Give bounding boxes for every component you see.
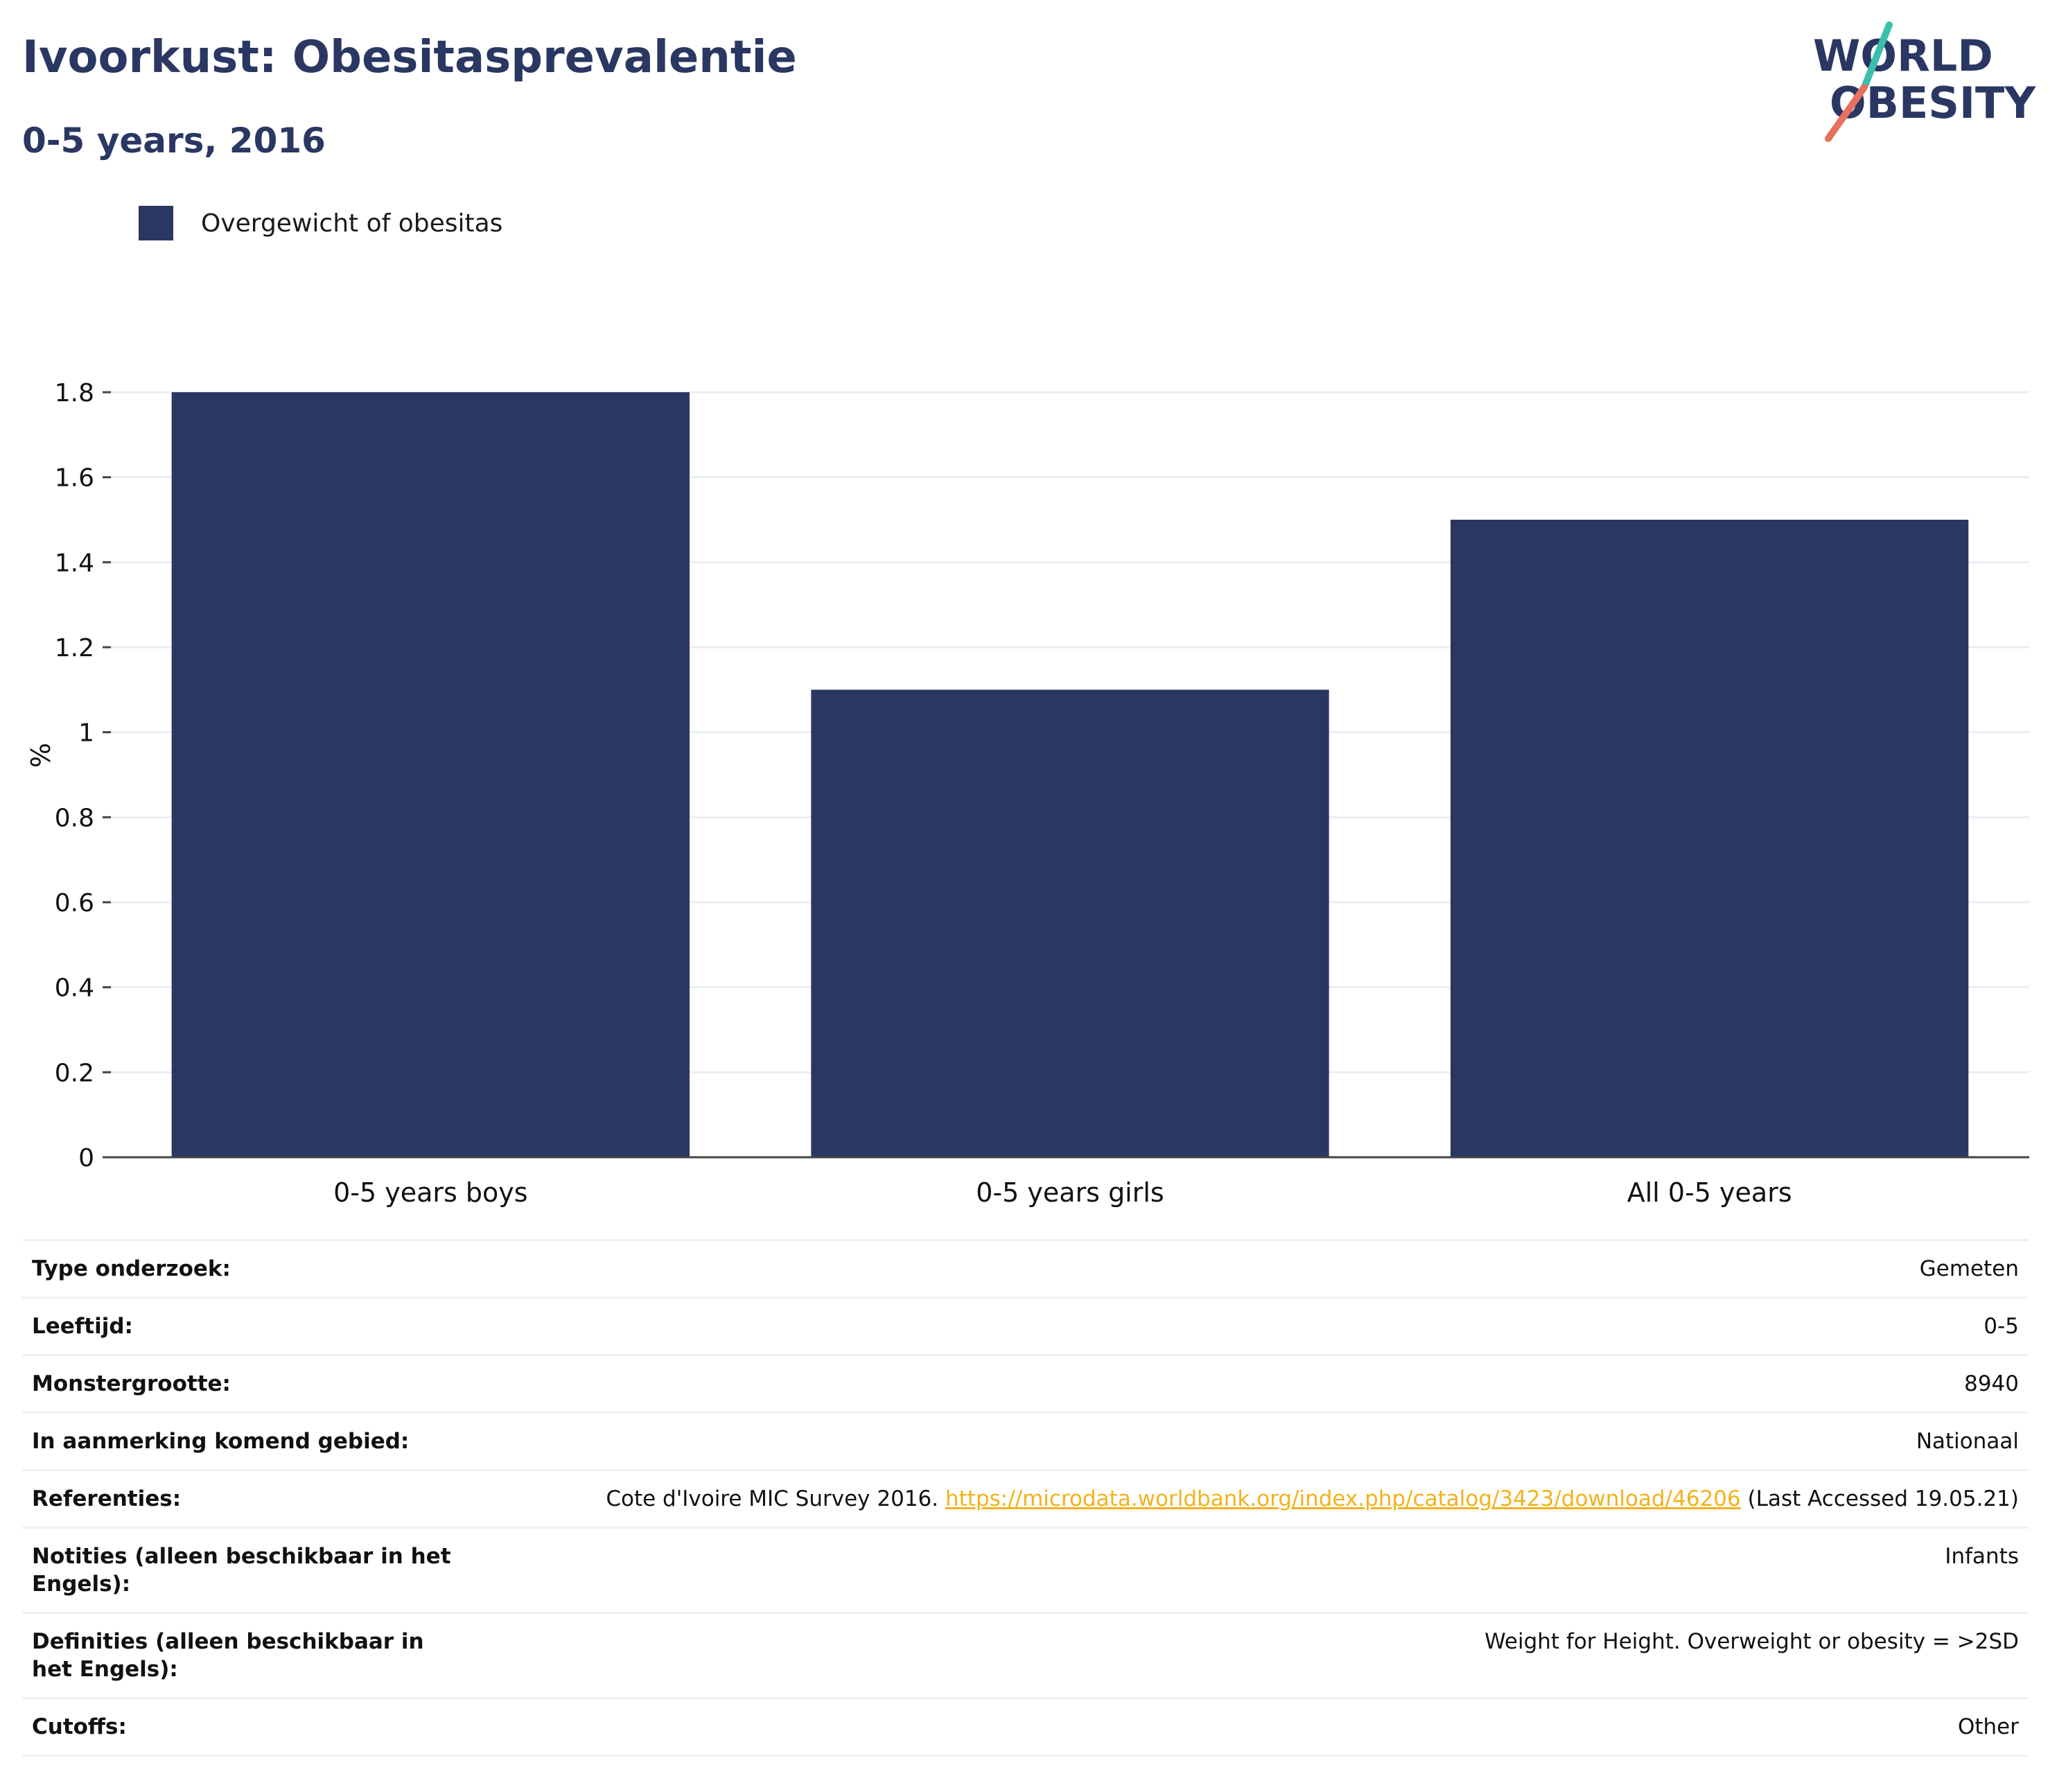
details-row: Type onderzoek: Gemeten (22, 1239, 2029, 1298)
detail-value: Infants (471, 1527, 2029, 1613)
y-tick-label: 1.6 (55, 464, 94, 493)
svg-text:WORLD: WORLD (1813, 30, 1993, 81)
detail-label: Definities (alleen beschikbaar in het En… (22, 1612, 471, 1698)
x-tick-label: All 0-5 years (1627, 1177, 1792, 1208)
details-table: Type onderzoek: Gemeten Leeftijd: 0-5 Mo… (22, 1239, 2029, 1757)
reference-text: Cote d'Ivoire MIC Survey 2016. (606, 1486, 945, 1511)
detail-label: Cutoffs: (22, 1697, 471, 1757)
chart-legend[interactable]: Overgewicht of obesitas (139, 205, 502, 241)
legend-label: Overgewicht of obesitas (201, 209, 503, 238)
detail-value: Other (471, 1697, 2029, 1757)
legend-swatch (139, 206, 173, 240)
details-row: Notities (alleen beschikbaar in het Enge… (22, 1527, 2029, 1613)
detail-value: Gemeten (471, 1239, 2029, 1298)
y-axis-title: % (26, 743, 56, 768)
bar-chart: 0 0.2 0.4 0.6 0.8 1 1.2 1.4 1.6 1.8 0-5 years boys… (26, 379, 2029, 1208)
details-row: Leeftijd: 0-5 (22, 1297, 2029, 1355)
details-row: Definities (alleen beschikbaar in het En… (22, 1612, 2029, 1698)
detail-value: Weight for Height. Overweight or obesity… (471, 1612, 2029, 1698)
y-tick-label: 0 (78, 1144, 94, 1172)
detail-label: Referenties: (22, 1469, 471, 1528)
y-tick-label: 0.2 (55, 1059, 94, 1087)
y-tick-label: 1.2 (55, 634, 94, 662)
x-tick-label: 0-5 years girls (976, 1177, 1164, 1208)
y-tick-label: 1 (78, 719, 94, 748)
y-tick-label: 1.8 (55, 379, 94, 407)
reference-link[interactable]: https://microdata.worldbank.org/index.ph… (945, 1486, 1741, 1511)
detail-value: 8940 (471, 1354, 2029, 1413)
detail-label: Notities (alleen beschikbaar in het Enge… (22, 1527, 471, 1613)
y-tick-label: 1.4 (55, 549, 94, 577)
axes: 0 0.2 0.4 0.6 0.8 1 1.2 1.4 1.6 1.8 0-5 years boys… (55, 379, 2029, 1208)
details-row: Monstergrootte: 8940 (22, 1354, 2029, 1413)
page-title: Ivoorkust: Obesitasprevalentie (22, 32, 797, 83)
reference-accessed: (Last Accessed 19.05.21) (1740, 1486, 2019, 1511)
details-row: Cutoffs: Other (22, 1697, 2029, 1757)
y-tick-label: 0.4 (55, 974, 94, 1003)
detail-value: 0-5 (471, 1297, 2029, 1355)
bar (1450, 520, 1969, 1157)
x-tick-label: 0-5 years boys (333, 1177, 527, 1208)
bars (171, 392, 1969, 1157)
detail-label: Monstergrootte: (22, 1354, 471, 1413)
y-tick-label: 0.6 (55, 889, 94, 917)
detail-label: Leeftijd: (22, 1297, 471, 1355)
bar (171, 392, 690, 1157)
detail-value: Nationaal (471, 1412, 2029, 1470)
detail-value: Cote d'Ivoire MIC Survey 2016. https://m… (471, 1469, 2029, 1528)
bar (811, 689, 1329, 1157)
y-tick-label: 0.8 (55, 804, 94, 832)
details-row: Referenties: Cote d'Ivoire MIC Survey 20… (22, 1469, 2029, 1528)
page-subtitle: 0-5 years, 2016 (22, 121, 326, 161)
world-obesity-logo[interactable]: WORLD OBESITY (1809, 21, 2038, 146)
detail-label: In aanmerking komend gebied: (22, 1412, 471, 1470)
detail-label: Type onderzoek: (22, 1239, 471, 1298)
details-row: In aanmerking komend gebied: Nationaal (22, 1412, 2029, 1470)
